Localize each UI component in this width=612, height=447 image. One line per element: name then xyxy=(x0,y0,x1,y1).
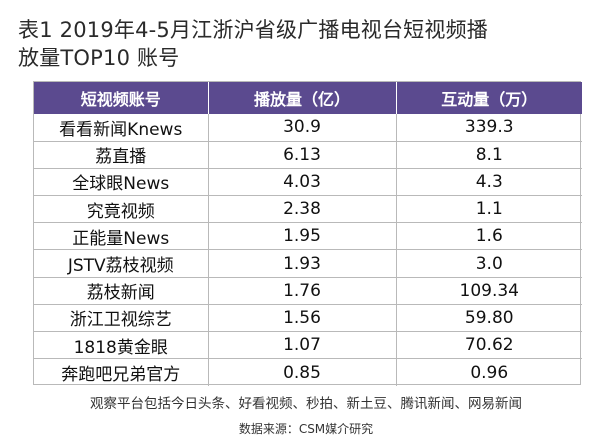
header-plays: 播放量（亿） xyxy=(208,82,397,114)
ranking-table: 短视频账号 播放量（亿） 互动量（万） 看看新闻Knews 30.9 339.3 荔直… xyxy=(33,81,582,386)
cell-account: 荔直播 xyxy=(34,141,209,169)
table-body: 看看新闻Knews 30.9 339.3 荔直播 6.13 8.1 全球眼News 4.03 4… xyxy=(34,114,582,386)
table-row: 究竟视频 2.38 1.1 xyxy=(34,195,582,224)
cell-plays: 2.38 xyxy=(208,195,397,224)
cell-interactions: 1.6 xyxy=(396,222,582,251)
cell-plays: 1.76 xyxy=(208,277,397,305)
cell-plays: 30.9 xyxy=(208,114,397,142)
table-row: 荔直播 6.13 8.1 xyxy=(34,141,582,169)
cell-account: 究竟视频 xyxy=(34,195,209,224)
cell-account: 奔跑吧兄弟官方 xyxy=(34,358,209,386)
cell-interactions: 1.1 xyxy=(396,195,582,224)
table-row: JSTV荔枝视频 1.93 3.0 xyxy=(34,249,582,278)
cell-plays: 1.93 xyxy=(208,249,397,278)
table-title: 表1 2019年4-5月江浙沪省级广播电视台短视频播 放量TOP10 账号 xyxy=(18,16,598,72)
cell-plays: 6.13 xyxy=(208,141,397,169)
table-header-row: 短视频账号 播放量（亿） 互动量（万） xyxy=(34,82,582,114)
cell-account: 荔枝新闻 xyxy=(34,277,209,305)
data-source: 数据来源：CSM媒介研究 xyxy=(238,422,374,436)
table-note: 观察平台包括今日头条、好看视频、秒拍、新土豆、腾讯新闻、网易新闻 xyxy=(90,396,522,412)
table-row: 看看新闻Knews 30.9 339.3 xyxy=(34,114,582,142)
table-row: 荔枝新闻 1.76 109.34 xyxy=(34,277,582,305)
table-row: 浙江卫视综艺 1.56 59.80 xyxy=(34,304,582,333)
cell-plays: 4.03 xyxy=(208,168,397,197)
cell-interactions: 3.0 xyxy=(396,249,582,278)
cell-interactions: 4.3 xyxy=(396,168,582,197)
cell-account: 全球眼News xyxy=(34,168,209,197)
table-row: 1818黄金眼 1.07 70.62 xyxy=(34,331,582,360)
cell-interactions: 59.80 xyxy=(396,304,582,333)
title-line-2: 放量TOP10 账号 xyxy=(18,46,180,70)
cell-account: 看看新闻Knews xyxy=(34,114,209,142)
cell-plays: 0.85 xyxy=(208,358,397,386)
cell-plays: 1.56 xyxy=(208,304,397,333)
table-row: 奔跑吧兄弟官方 0.85 0.96 xyxy=(34,358,582,386)
header-interactions: 互动量（万） xyxy=(441,90,538,109)
title-line-1: 表1 2019年4-5月江浙沪省级广播电视台短视频播 xyxy=(18,18,488,42)
data-table: 短视频账号 播放量（亿） 互动量（万） 看看新闻Knews 30.9 339.3 荔直… xyxy=(34,82,582,386)
cell-account: 1818黄金眼 xyxy=(34,331,209,360)
cell-interactions: 0.96 xyxy=(470,362,509,383)
cell-account: 正能量News xyxy=(34,222,209,251)
cell-interactions: 8.1 xyxy=(396,141,582,169)
cell-account: JSTV荔枝视频 xyxy=(34,249,209,278)
header-account: 短视频账号 xyxy=(34,82,209,114)
cell-interactions: 109.34 xyxy=(396,277,582,305)
cell-plays: 1.95 xyxy=(208,222,397,251)
cell-interactions: 70.62 xyxy=(396,331,582,360)
table-row: 全球眼News 4.03 4.3 xyxy=(34,168,582,197)
table-row: 正能量News 1.95 1.6 xyxy=(34,222,582,251)
cell-plays: 1.07 xyxy=(208,331,397,360)
cell-account: 浙江卫视综艺 xyxy=(34,304,209,333)
cell-interactions: 339.3 xyxy=(396,114,582,142)
